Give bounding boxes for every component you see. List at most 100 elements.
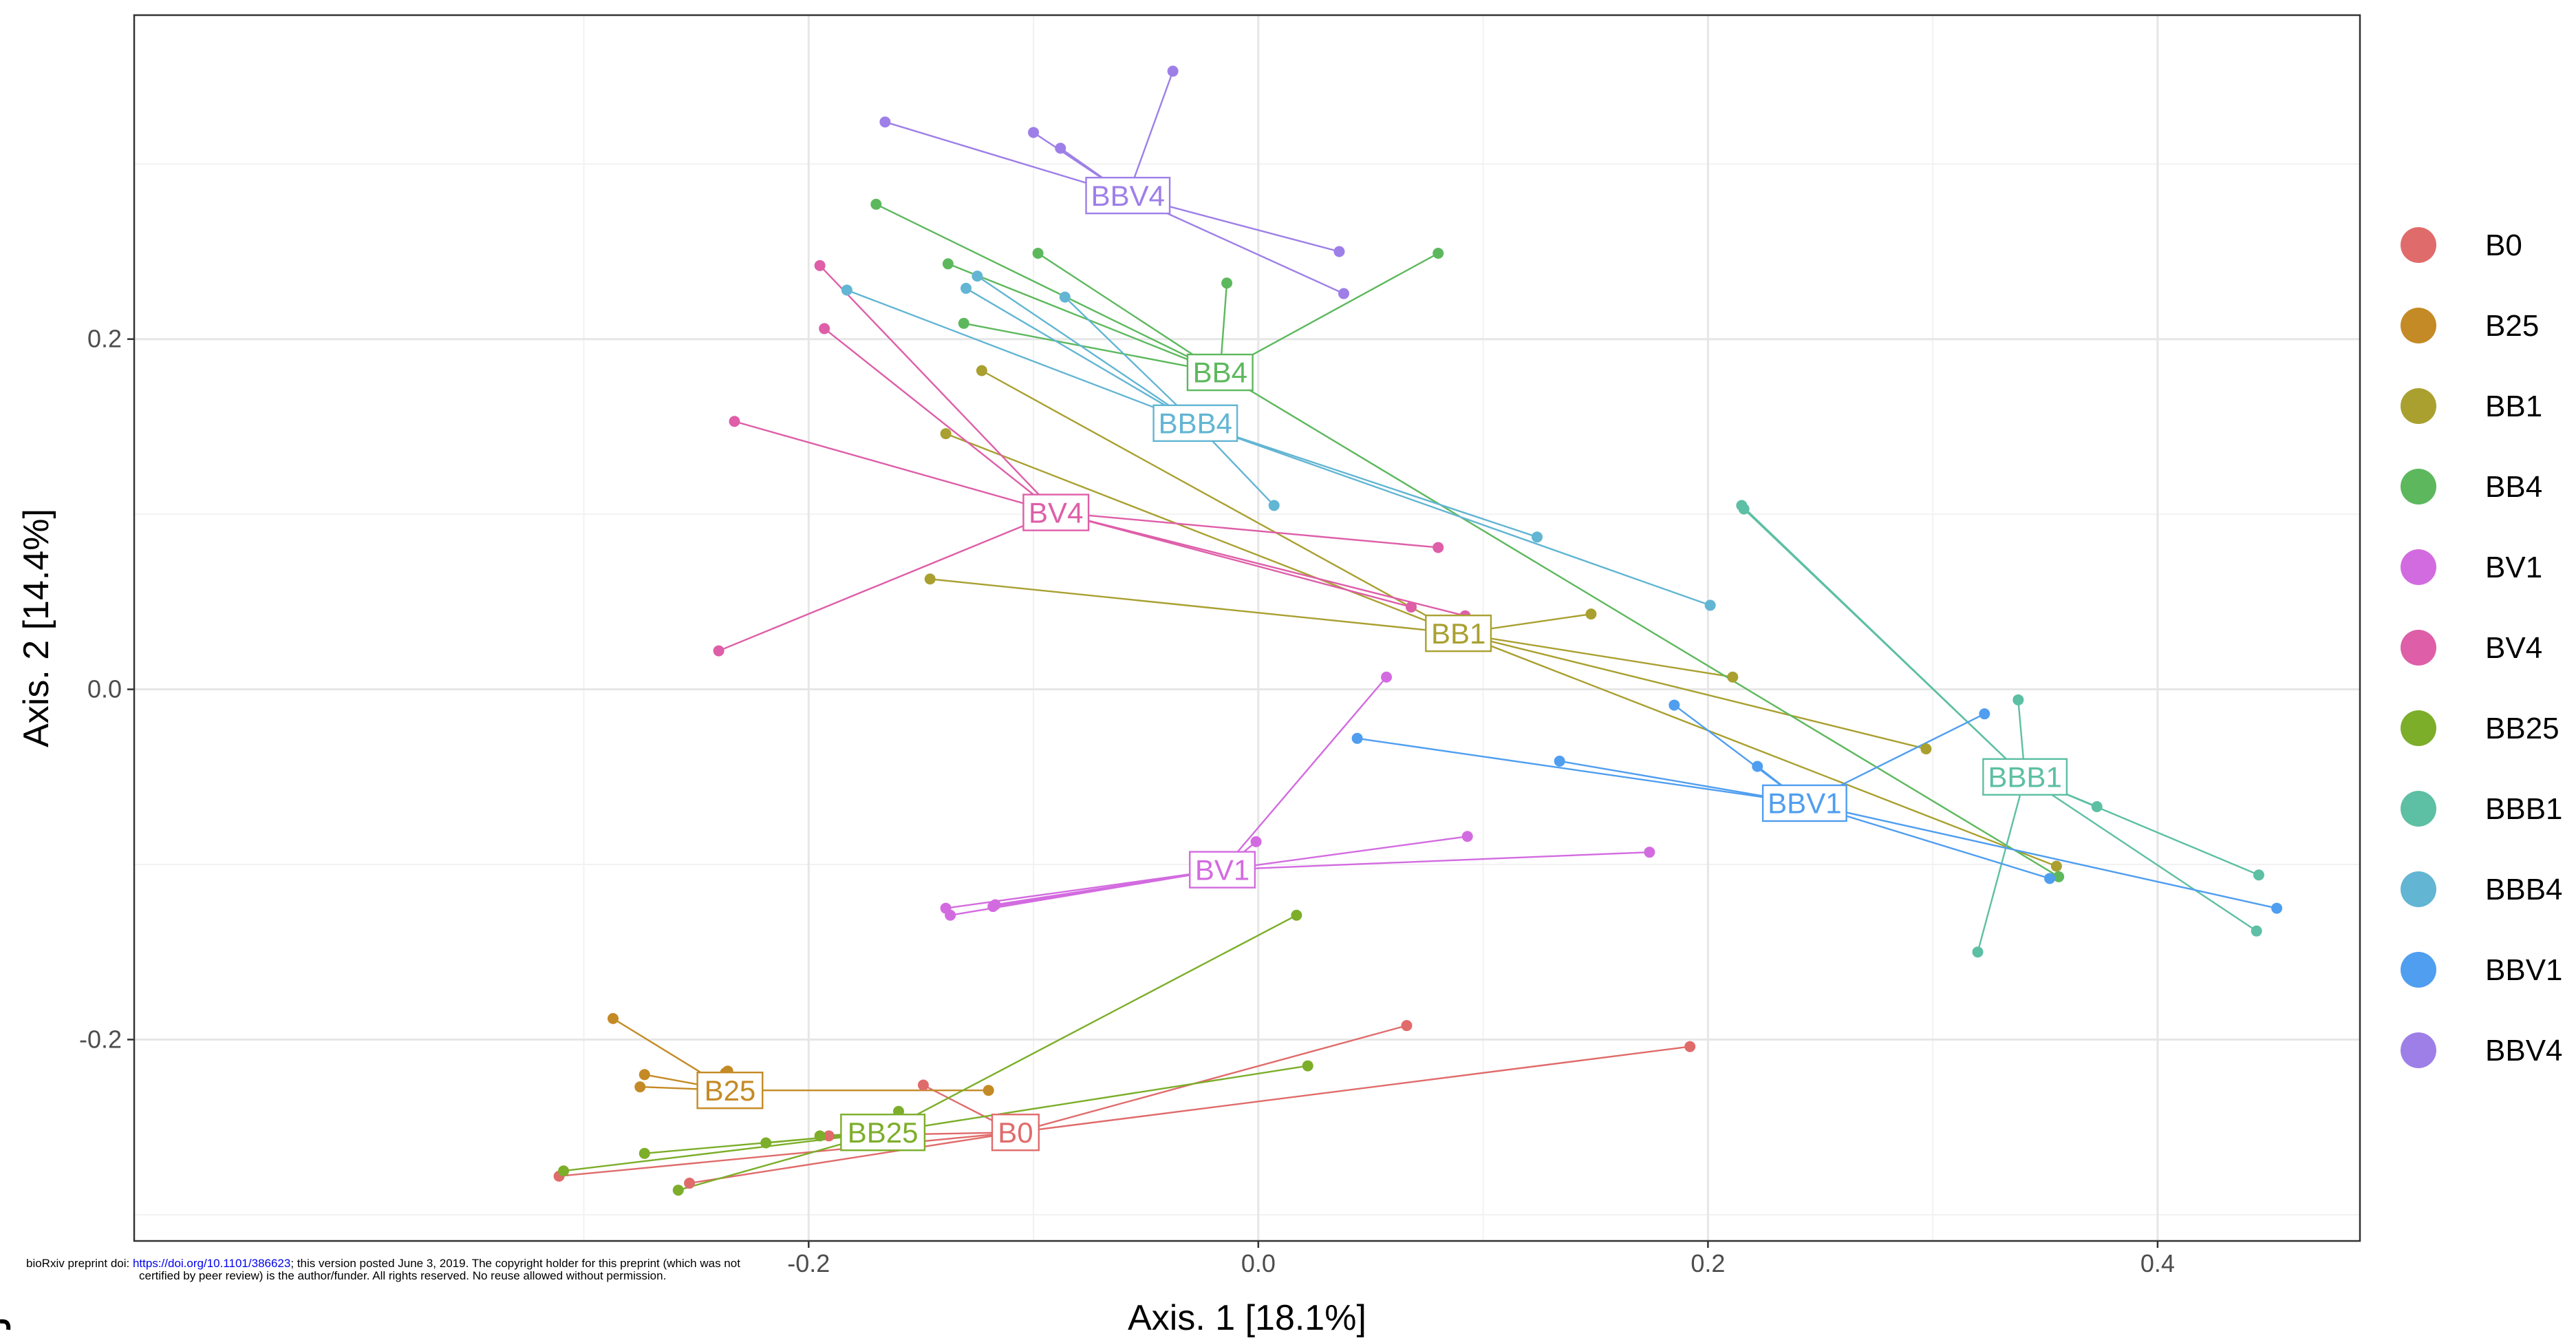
- data-point-bbv1: [1979, 708, 1990, 720]
- legend-label-bbb1: BBB1: [2485, 792, 2563, 826]
- data-point-bb25: [558, 1165, 570, 1177]
- data-point-bbv1: [1351, 732, 1363, 744]
- spider-line-bb25: [882, 914, 1297, 1134]
- data-point-bbb4: [841, 284, 852, 296]
- data-point-b25: [634, 1081, 646, 1093]
- data-point-bb25: [760, 1137, 772, 1149]
- data-point-b25: [638, 1069, 650, 1081]
- spider-line-bbb4: [976, 275, 1196, 424]
- data-point-bbb1: [2253, 869, 2264, 881]
- centroid-label-box-bb25: [840, 1114, 926, 1151]
- plot-panel-border: [133, 14, 2361, 1242]
- legend-label-bbb4: BBB4: [2485, 873, 2563, 906]
- centroid-label-b25: B25: [705, 1074, 756, 1107]
- centroid-label-box-bb4: [1186, 353, 1254, 392]
- x-tick-label: 0.2: [1690, 1249, 1725, 1277]
- spider-line-bbb4: [846, 289, 1196, 424]
- data-point-bb1: [924, 573, 936, 585]
- data-point-bb1: [1920, 743, 1932, 755]
- legend-key-bbb1: [2401, 791, 2436, 827]
- data-point-bbb4: [1059, 291, 1071, 303]
- data-point-bb4: [2053, 871, 2065, 882]
- data-point-bv4: [713, 645, 724, 657]
- spider-line-bbb1: [2024, 776, 2257, 932]
- spider-line-bv4: [824, 328, 1057, 513]
- spider-line-bb1: [1458, 632, 1733, 678]
- legend-key-bb1: [2401, 388, 2436, 424]
- centroid-label-bv4: BV4: [1029, 496, 1083, 529]
- spider-line-bbv1: [1804, 802, 2277, 909]
- legend-key-bv4: [2401, 630, 2436, 666]
- centroid-label-bbb4: BBB4: [1159, 407, 1232, 440]
- data-point-bb1: [940, 428, 952, 440]
- data-point-bbb4: [972, 270, 983, 282]
- spider-line-bb1: [945, 432, 1459, 635]
- legend-label-bb25: BB25: [2485, 712, 2559, 745]
- centroid-label-box-b25: [696, 1071, 764, 1109]
- data-point-bv1: [1381, 671, 1393, 683]
- data-point-bv1: [1644, 847, 1655, 858]
- centroid-label-box-bb1: [1425, 614, 1492, 652]
- spider-line-bv4: [718, 511, 1057, 652]
- centroid-label-box-bbb1: [1982, 758, 2068, 796]
- data-point-bbv1: [1554, 755, 1565, 767]
- data-point-bb4: [1432, 248, 1444, 259]
- centroid-label-bb4: BB4: [1193, 357, 1247, 389]
- spider-line-bbb4: [1194, 422, 1711, 606]
- data-point-bbb4: [1704, 599, 1716, 611]
- data-point-bb25: [1291, 909, 1302, 921]
- legend-label-bb4: BB4: [2485, 470, 2542, 504]
- spider-line-bv1: [1222, 851, 1650, 871]
- data-point-bb4: [942, 258, 954, 270]
- data-point-bv1: [945, 909, 956, 921]
- data-point-bb25: [814, 1130, 826, 1142]
- centroid-label-bbb1: BBB1: [1988, 761, 2061, 793]
- data-point-bbv1: [2271, 902, 2283, 914]
- data-point-bbv4: [1338, 288, 1350, 299]
- spider-line-bbb4: [965, 287, 1196, 424]
- y-axis-label: Axis. 2 [14.4%]: [17, 509, 56, 747]
- legend-label-bbv1: BBV1: [2485, 953, 2563, 987]
- data-point-bbv1: [2044, 873, 2056, 884]
- data-point-bbb1: [1972, 946, 1984, 958]
- centroid-label-box-bv1: [1189, 851, 1256, 889]
- data-point-bb4: [1032, 248, 1044, 259]
- spider-line-bv4: [819, 265, 1057, 513]
- centroid-label-b0: B0: [998, 1116, 1033, 1149]
- preprint-doi-link[interactable]: https://doi.org/10.1101/386623: [132, 1257, 291, 1270]
- spider-line-bv1: [1222, 836, 1468, 871]
- preprint-notice: bioRxiv preprint doi: https://doi.org/10…: [26, 1257, 740, 1282]
- data-point-bb4: [958, 317, 969, 329]
- preprint-line2: certified by peer review) is the author/…: [139, 1269, 667, 1282]
- data-point-bbb4: [1268, 500, 1280, 511]
- data-point-bbv1: [1752, 761, 1763, 772]
- spider-line-b0: [1015, 1045, 1690, 1134]
- data-point-bb25: [672, 1185, 684, 1196]
- centroid-label-box-bbv4: [1085, 176, 1171, 215]
- spider-line-bb4: [875, 203, 1221, 374]
- data-point-bb1: [2050, 860, 2062, 872]
- data-point-bbv4: [1055, 142, 1066, 154]
- data-point-bb25: [1302, 1060, 1313, 1072]
- centroid-label-box-bbb4: [1152, 404, 1238, 443]
- legend-label-bv1: BV1: [2485, 551, 2542, 584]
- data-point-b0: [1684, 1041, 1696, 1052]
- spider-line-bb1: [1458, 633, 2057, 867]
- spider-line-bbb4: [1064, 296, 1196, 424]
- spider-line-bv4: [1055, 511, 1466, 617]
- centroid-label-box-bbv1: [1761, 784, 1847, 822]
- x-tick-label: 0.4: [2140, 1249, 2175, 1277]
- legend-label-bv4: BV4: [2485, 631, 2542, 665]
- data-point-b0: [1401, 1020, 1413, 1032]
- y-tick-label: -0.2: [79, 1025, 122, 1053]
- data-point-bbv4: [1028, 127, 1040, 138]
- data-point-bv4: [1406, 601, 1417, 613]
- data-point-bbv4: [1167, 65, 1179, 77]
- legend-label-bbv4: BBV4: [2485, 1034, 2563, 1068]
- spider-lines: [559, 71, 2277, 1191]
- data-point-bb4: [1221, 277, 1233, 289]
- legend-label-bb1: BB1: [2485, 390, 2542, 423]
- spider-line-bb4: [1219, 252, 1439, 374]
- x-axis-label: Axis. 1 [18.1%]: [1128, 1298, 1366, 1338]
